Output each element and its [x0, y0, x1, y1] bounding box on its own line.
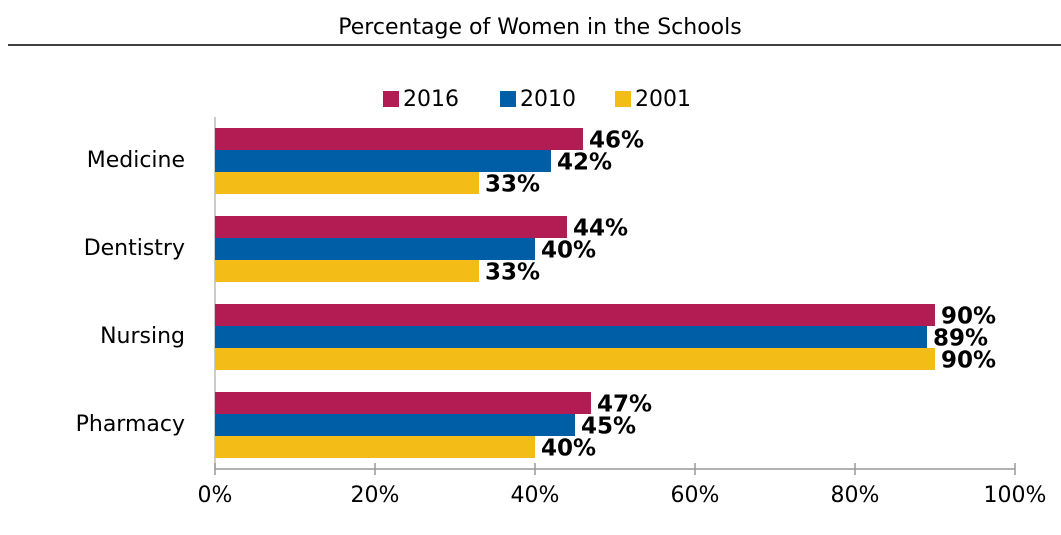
- x-tick-label: 80%: [831, 483, 880, 508]
- data-label: 44%: [573, 216, 628, 242]
- legend-swatch: [383, 91, 399, 107]
- x-tick-label: 40%: [511, 483, 560, 508]
- bar: [215, 304, 935, 326]
- bar: [215, 392, 591, 414]
- bar: [215, 172, 479, 194]
- data-label: 90%: [941, 304, 996, 330]
- data-label: 33%: [485, 260, 540, 286]
- x-tick-label: 0%: [198, 483, 233, 508]
- data-label: 40%: [541, 238, 596, 264]
- legend-label: 2010: [520, 87, 576, 112]
- chart-title: Percentage of Women in the Schools: [338, 15, 741, 40]
- y-tick-label: Nursing: [100, 324, 185, 349]
- data-label: 90%: [941, 348, 996, 374]
- bar: [215, 326, 927, 348]
- y-tick-label: Pharmacy: [76, 412, 185, 437]
- bar: [215, 238, 535, 260]
- data-label: 46%: [589, 128, 644, 154]
- legend-label: 2016: [403, 87, 459, 112]
- legend-label: 2001: [635, 87, 691, 112]
- bar: [215, 414, 575, 436]
- x-tick-label: 100%: [984, 483, 1047, 508]
- data-label: 40%: [541, 436, 596, 462]
- bar: [215, 216, 567, 238]
- data-label: 89%: [933, 326, 988, 352]
- bar: [215, 150, 551, 172]
- data-label: 45%: [581, 414, 636, 440]
- data-label: 42%: [557, 150, 612, 176]
- data-label: 33%: [485, 172, 540, 198]
- bar: [215, 436, 535, 458]
- legend-swatch: [500, 91, 516, 107]
- y-tick-label: Medicine: [87, 148, 185, 173]
- x-tick-label: 60%: [671, 483, 720, 508]
- bar: [215, 348, 935, 370]
- data-label: 47%: [597, 392, 652, 418]
- y-tick-label: Dentistry: [84, 236, 185, 261]
- legend-swatch: [615, 91, 631, 107]
- bar: [215, 128, 583, 150]
- bar: [215, 260, 479, 282]
- x-tick-label: 20%: [351, 483, 400, 508]
